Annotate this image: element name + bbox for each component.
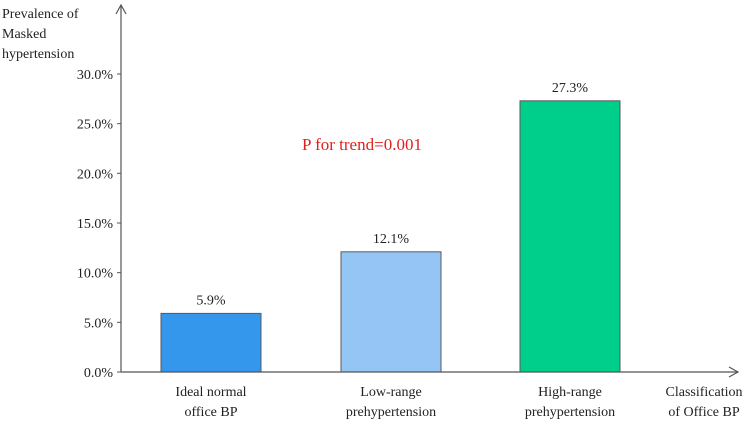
x-axis-arrow bbox=[728, 366, 740, 378]
bar-2 bbox=[340, 251, 442, 373]
x-category-label: prehypertension bbox=[346, 405, 436, 420]
y-tick-label: 15.0% bbox=[77, 217, 114, 232]
data-labels: 5.9% 12.1% 27.3% bbox=[196, 81, 588, 309]
y-axis-ticks: 0.0% 5.0% 10.0% 15.0% 20.0% 25.0% 30.0% bbox=[77, 68, 121, 381]
y-tick-label: 20.0% bbox=[77, 167, 114, 182]
bars bbox=[160, 100, 621, 373]
y-tick-label: 0.0% bbox=[84, 366, 114, 381]
y-tick-label: 10.0% bbox=[77, 267, 114, 282]
y-axis-title-line: hypertension bbox=[2, 47, 74, 62]
x-category-label: Low-range bbox=[360, 385, 421, 400]
y-tick-label: 5.0% bbox=[84, 316, 114, 331]
x-axis-title: Classification of Office BP bbox=[666, 385, 743, 420]
y-tick-label: 25.0% bbox=[77, 118, 114, 133]
x-category-label: Ideal normal bbox=[175, 385, 246, 400]
x-axis-title-line: Classification bbox=[666, 385, 743, 400]
y-axis-title-line: Prevalence of bbox=[2, 7, 79, 22]
y-axis-title: Prevalence of Masked hypertension bbox=[2, 7, 79, 62]
bar-3 bbox=[519, 100, 621, 373]
y-tick-label: 30.0% bbox=[77, 68, 114, 83]
trend-annotation: P for trend=0.001 bbox=[302, 135, 422, 154]
data-label-2: 12.1% bbox=[373, 232, 410, 247]
x-category-label: prehypertension bbox=[525, 405, 615, 420]
x-category-label: office BP bbox=[184, 405, 237, 420]
y-axis-title-line: Masked bbox=[2, 27, 46, 42]
data-label-3: 27.3% bbox=[552, 81, 589, 96]
bar-1 bbox=[160, 312, 262, 373]
x-axis-title-line: of Office BP bbox=[668, 405, 739, 420]
y-axis-arrow bbox=[115, 3, 127, 15]
x-axis-categories: Ideal normal office BP Low-range prehyperte… bbox=[175, 385, 615, 420]
data-label-1: 5.9% bbox=[196, 293, 226, 308]
x-category-label: High-range bbox=[538, 385, 602, 400]
